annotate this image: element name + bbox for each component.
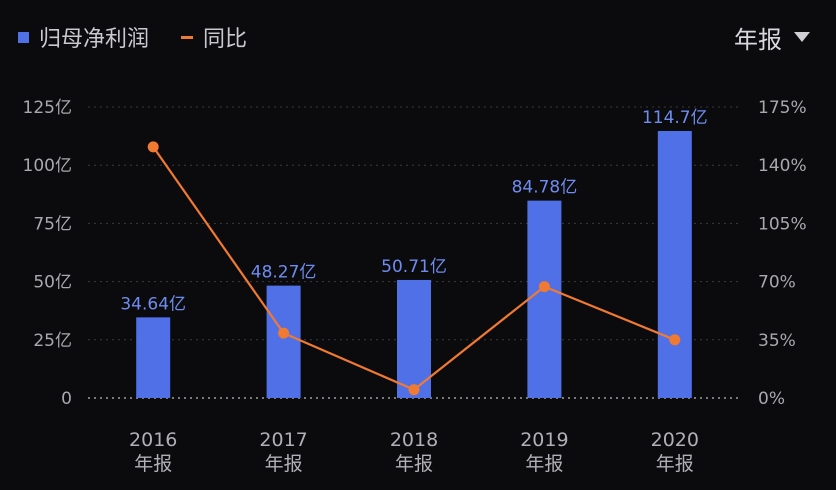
y-left-tick-label: 75亿 bbox=[33, 214, 72, 234]
x-tick-sublabel: 年报 bbox=[134, 453, 172, 475]
y-left-tick-label: 50亿 bbox=[33, 273, 72, 293]
legend-label-net-profit: 归母净利润 bbox=[39, 27, 150, 52]
bar bbox=[657, 130, 692, 398]
period-selector-label: 年报 bbox=[734, 25, 782, 54]
caret-down-icon bbox=[794, 32, 810, 42]
y-left-tick-label: 0 bbox=[61, 389, 72, 409]
bar bbox=[527, 200, 562, 398]
legend-item-net-profit[interactable]: 归母净利润 bbox=[18, 21, 149, 53]
y-right-tick-label: 70% bbox=[758, 273, 796, 293]
y-right-tick-label: 0% bbox=[758, 389, 785, 409]
line-point bbox=[278, 327, 290, 339]
bar-swatch-icon bbox=[18, 31, 29, 43]
y-left-tick-label: 25亿 bbox=[33, 331, 72, 351]
y-left-tick-label: 125亿 bbox=[23, 98, 72, 118]
x-tick-sublabel: 年报 bbox=[525, 453, 563, 475]
x-tick-sublabel: 年报 bbox=[395, 453, 433, 475]
bar-data-label: 84.78亿 bbox=[512, 178, 578, 198]
bar bbox=[136, 317, 171, 398]
bar bbox=[266, 285, 301, 398]
y-right-tick-label: 105% bbox=[758, 214, 807, 234]
x-tick-label: 2018 bbox=[390, 429, 438, 451]
line-point bbox=[147, 141, 159, 153]
x-tick-sublabel: 年报 bbox=[265, 453, 303, 475]
line-point bbox=[408, 384, 420, 396]
bar-data-label: 48.27亿 bbox=[251, 263, 317, 283]
x-tick-sublabel: 年报 bbox=[656, 453, 694, 475]
line-point bbox=[538, 281, 550, 293]
bar bbox=[397, 279, 431, 398]
x-tick-label: 2019 bbox=[520, 429, 568, 451]
legend-item-yoy[interactable]: 同比 bbox=[181, 21, 247, 53]
bar-data-label: 114.7亿 bbox=[642, 108, 708, 128]
x-tick-label: 2020 bbox=[651, 429, 699, 451]
x-tick-label: 2017 bbox=[259, 429, 307, 451]
bar-data-label: 50.71亿 bbox=[381, 257, 447, 277]
period-selector[interactable]: 年报 bbox=[734, 22, 810, 54]
y-right-tick-label: 175% bbox=[758, 98, 807, 118]
line-swatch-icon bbox=[181, 35, 194, 39]
y-left-tick-label: 100亿 bbox=[23, 156, 72, 176]
legend: 归母净利润 同比 bbox=[18, 22, 269, 52]
bar-data-label: 34.64亿 bbox=[120, 294, 186, 314]
line-point bbox=[669, 334, 681, 346]
x-tick-label: 2016 bbox=[129, 429, 177, 451]
y-right-tick-label: 140% bbox=[758, 156, 807, 176]
legend-label-yoy: 同比 bbox=[203, 27, 248, 52]
y-right-tick-label: 35% bbox=[758, 331, 796, 351]
